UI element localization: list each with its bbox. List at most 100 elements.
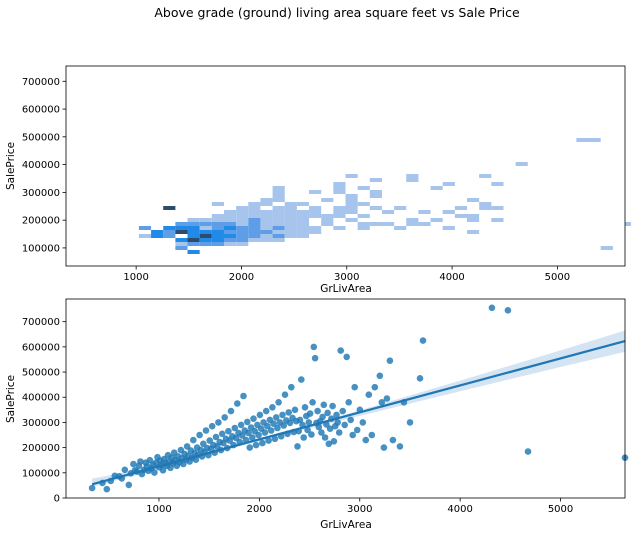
histogram-cell — [406, 222, 419, 226]
scatter-y-tick-label: 700000 — [22, 317, 60, 328]
histogram-cell — [309, 206, 322, 210]
histogram-cell — [272, 234, 285, 238]
histogram-cell — [199, 218, 212, 222]
scatter-point — [296, 416, 304, 424]
histogram-x-tick-label: 1000 — [123, 272, 148, 283]
scatter-point — [504, 307, 512, 314]
histogram-cell — [418, 222, 431, 226]
scatter-point — [300, 434, 308, 441]
scatter-point — [206, 437, 213, 444]
scatter-point — [376, 372, 384, 380]
histogram-cell — [345, 206, 358, 210]
scatter-point — [343, 353, 351, 361]
scatter-point — [183, 443, 191, 450]
scatter-point — [267, 427, 275, 434]
scatter-point — [311, 354, 319, 362]
scatter-point — [347, 416, 355, 424]
histogram-cell — [284, 226, 297, 230]
histogram-cell — [236, 238, 249, 242]
histogram-cell — [248, 234, 261, 238]
histogram-cell — [272, 222, 285, 226]
scatter-point — [274, 424, 281, 432]
scatter-point — [294, 443, 301, 450]
scatter-point — [264, 422, 271, 430]
histogram-y-tick-label: 500000 — [22, 132, 60, 143]
scatter-point — [419, 337, 427, 344]
histogram-cell — [284, 202, 297, 206]
histogram-cell — [223, 218, 237, 222]
scatter-point — [272, 414, 280, 421]
scatter-point — [256, 411, 264, 419]
scatter-x-tick-label: 4000 — [447, 504, 472, 515]
histogram-cell — [296, 234, 310, 238]
histogram-cell — [345, 198, 358, 202]
histogram-cell — [406, 174, 419, 178]
histogram-cell — [211, 226, 224, 230]
histogram-cell — [454, 206, 468, 210]
histogram-cell — [187, 250, 200, 254]
scatter-point — [416, 375, 424, 382]
histogram-cell — [321, 218, 334, 222]
scatter-point — [335, 429, 343, 436]
histogram-cell — [467, 218, 480, 222]
scatter-point — [279, 411, 286, 419]
histogram-cell — [248, 222, 261, 226]
histogram-x-ticks: 1000 2000 3000 4000 5000 — [123, 266, 570, 283]
scatter-point — [304, 426, 311, 434]
histogram-cell — [199, 230, 212, 234]
histogram-cell — [260, 198, 273, 202]
scatter-point — [125, 481, 133, 489]
histogram-cell — [187, 230, 200, 234]
histogram-cells — [138, 138, 631, 254]
histogram-cell — [236, 218, 249, 222]
scatter-point — [159, 467, 167, 474]
histogram-cell — [199, 226, 212, 230]
histogram-cell — [321, 222, 334, 226]
histogram-cell — [175, 230, 188, 234]
scatter-point — [271, 435, 279, 443]
histogram-cell — [479, 202, 492, 206]
scatter-point — [315, 423, 323, 431]
histogram-cell — [199, 242, 212, 246]
figure-title: Above grade (ground) living area square … — [154, 5, 520, 20]
scatter-point — [326, 425, 334, 433]
histogram-cell — [187, 238, 200, 242]
scatter-point — [308, 431, 315, 438]
scatter-x-axis-label: GrLivArea — [320, 519, 372, 531]
scatter-point — [103, 485, 111, 493]
histogram-cell — [369, 178, 382, 182]
histogram-cell — [442, 210, 455, 214]
scatter-point — [309, 399, 316, 406]
histogram-cell — [357, 214, 370, 218]
histogram-cell — [223, 222, 237, 226]
scatter-point — [270, 420, 277, 428]
scatter-point — [301, 404, 309, 411]
histogram-cell — [199, 222, 212, 226]
histogram-cell — [187, 222, 200, 226]
histogram-y-tick-label: 400000 — [22, 160, 60, 171]
scatter-point — [225, 427, 232, 435]
scatter-point — [341, 421, 349, 429]
scatter-point — [227, 407, 235, 415]
scatter-point — [389, 436, 397, 444]
histogram-x-axis-label: GrLivArea — [320, 283, 372, 295]
scatter-x-tick-label: 1000 — [146, 504, 171, 515]
histogram-cell — [163, 226, 176, 230]
scatter-point — [231, 424, 239, 432]
histogram-cell — [491, 218, 504, 222]
histogram-cell — [296, 210, 310, 214]
histogram-cell — [236, 226, 249, 230]
scatter-point — [234, 400, 241, 407]
histogram-cell — [406, 178, 419, 182]
scatter-point — [334, 419, 342, 426]
scatter-point — [406, 419, 414, 426]
histogram-cell — [296, 202, 310, 206]
scatter-point — [196, 431, 203, 439]
histogram-cell — [236, 234, 249, 238]
histogram-cell — [236, 210, 249, 214]
histogram-cell — [248, 218, 261, 222]
histogram-cell — [138, 234, 152, 238]
regression-line — [91, 340, 626, 486]
histogram-cell — [430, 186, 443, 190]
histogram-cell — [175, 226, 188, 230]
